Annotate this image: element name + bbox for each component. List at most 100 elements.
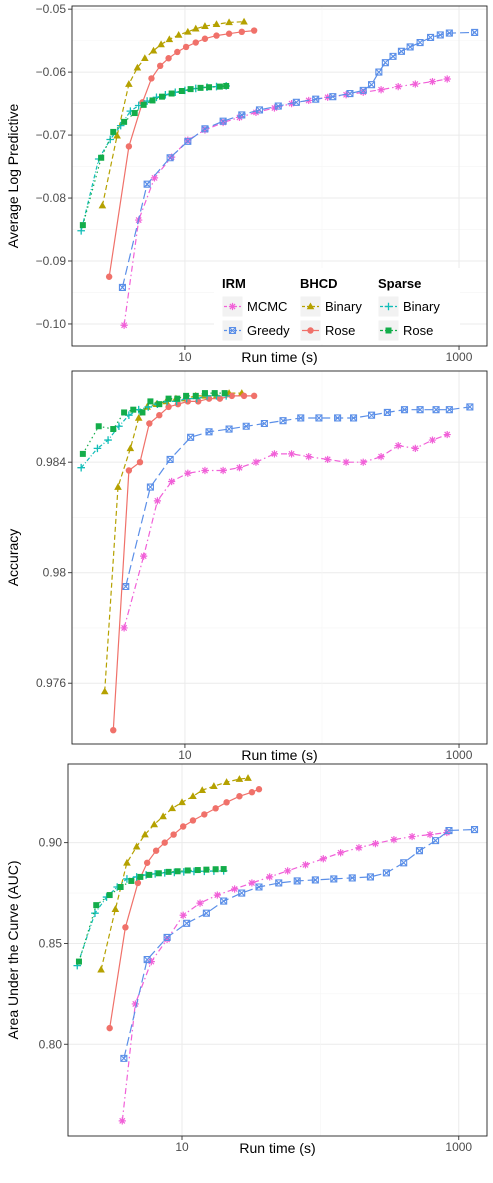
data-point: [219, 118, 227, 127]
data-point: [319, 855, 327, 863]
data-point: [192, 39, 199, 46]
legend-key: [377, 295, 400, 318]
data-point: [111, 905, 120, 912]
data-point: [187, 86, 194, 93]
data-point: [377, 86, 385, 94]
data-point: [355, 844, 363, 852]
data-point: [184, 469, 192, 477]
data-point: [134, 413, 143, 421]
data-point: [120, 1054, 128, 1062]
data-point: [174, 30, 183, 38]
data-point: [408, 832, 416, 841]
data-point: [219, 466, 227, 475]
legend-group-title: IRM: [222, 276, 246, 291]
data-point: [255, 106, 264, 114]
legend-background: [214, 268, 460, 344]
y-tick-label: −0.10: [36, 317, 67, 331]
data-point: [201, 125, 209, 133]
gridlines: [72, 371, 487, 744]
data-point: [187, 433, 195, 441]
data-point: [279, 417, 287, 425]
legend-key: [221, 295, 244, 318]
data-point: [445, 406, 453, 414]
data-point: [93, 902, 100, 909]
data-point: [270, 450, 279, 458]
data-point: [231, 885, 239, 893]
series-line: [104, 392, 242, 692]
data-point: [201, 811, 208, 818]
series-line: [123, 433, 448, 629]
y-tick-label: −0.05: [36, 2, 67, 16]
data-point: [168, 90, 175, 97]
data-point: [131, 110, 138, 117]
data-point: [212, 866, 219, 873]
legend-key: [299, 295, 322, 318]
legend-label: Rose: [403, 323, 433, 338]
data-point: [389, 52, 397, 60]
data-point: [432, 406, 440, 414]
data-point: [270, 104, 279, 112]
data-point: [104, 436, 112, 444]
data-point: [179, 823, 187, 830]
data-point: [416, 38, 424, 47]
series-line: [121, 31, 475, 288]
data-point: [110, 128, 117, 135]
data-point: [219, 117, 227, 125]
data-point: [305, 453, 313, 461]
legend-group-title: BHCD: [300, 276, 338, 291]
data-point: [174, 395, 181, 402]
series-sparse-rose: [79, 390, 228, 457]
data-point: [266, 873, 274, 881]
data-point: [166, 154, 174, 162]
data-point: [255, 883, 263, 891]
series-mcmc: [118, 828, 451, 1125]
data-point: [445, 826, 453, 835]
data-point: [198, 786, 207, 794]
plot-frame: [67, 763, 488, 1137]
data-point: [220, 897, 228, 905]
data-point: [146, 483, 154, 491]
data-point: [205, 428, 213, 436]
data-point: [165, 35, 174, 43]
data-point: [121, 409, 128, 416]
data-point: [220, 866, 227, 873]
data-point: [216, 395, 224, 402]
data-point: [329, 93, 337, 101]
series-line: [125, 406, 470, 587]
y-axis-label: Average Log Predictive: [5, 104, 21, 249]
data-point: [120, 624, 128, 632]
data-point: [143, 180, 151, 188]
data-point: [202, 909, 210, 917]
legend-label: Greedy: [247, 323, 290, 338]
y-tick-label: 0.976: [36, 676, 66, 690]
x-tick-label: 10: [175, 1140, 189, 1154]
data-point: [179, 911, 187, 919]
data-point: [359, 88, 367, 96]
data-point: [470, 825, 479, 834]
data-point: [367, 411, 376, 419]
data-point: [156, 412, 163, 419]
data-point: [324, 455, 332, 464]
data-point: [471, 28, 479, 36]
x-tick-label: 10: [178, 748, 192, 762]
data-point: [212, 805, 219, 812]
data-point: [146, 420, 153, 427]
data-point: [334, 414, 342, 422]
series-sparse-rose: [75, 866, 227, 965]
series-line: [112, 395, 255, 731]
series-bhcd-binary: [97, 774, 252, 973]
data-point: [178, 798, 186, 806]
data-point: [297, 414, 305, 422]
y-tick-label: −0.07: [36, 128, 67, 142]
chart-panel-1: −0.10 −0.09 −0.08 −0.07 −0.06 −0.05 10 1000 Run …: [5, 2, 488, 365]
x-axis-label: Run time (s): [239, 1140, 315, 1156]
data-point: [147, 957, 155, 966]
data-point: [165, 403, 172, 411]
data-point: [236, 793, 243, 800]
data-point: [348, 874, 356, 882]
data-point: [122, 924, 129, 931]
data-point: [75, 958, 82, 965]
legend-key: [377, 319, 400, 342]
